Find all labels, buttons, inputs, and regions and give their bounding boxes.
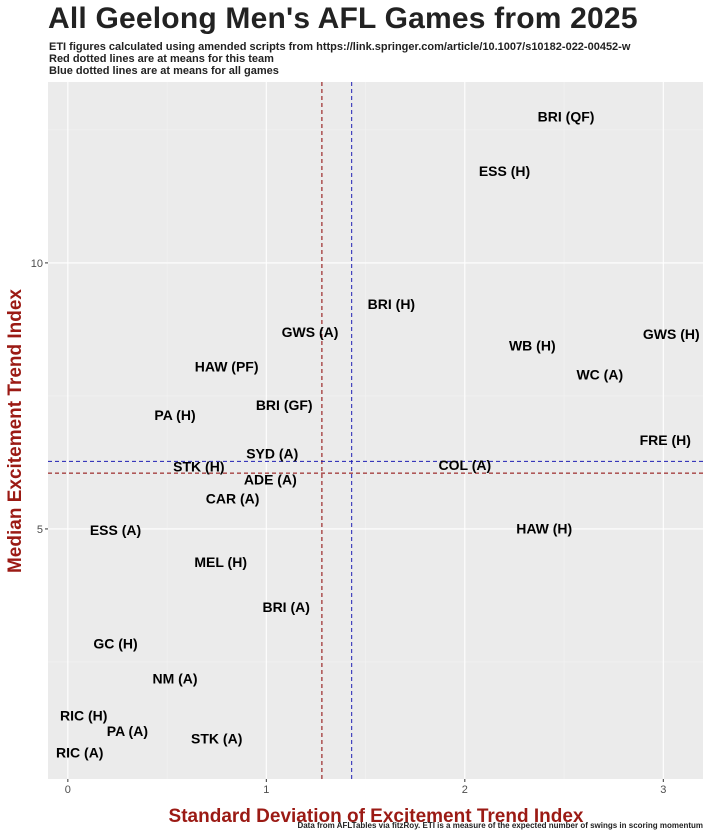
point-label[interactable]: WC (A) <box>576 367 623 383</box>
point-label[interactable]: BRI (A) <box>262 599 309 615</box>
point-label[interactable]: ESS (H) <box>479 163 530 179</box>
y-tick-label: 5 <box>37 524 43 536</box>
point-label[interactable]: PA (A) <box>107 723 148 739</box>
point-label[interactable]: WB (H) <box>509 337 556 353</box>
point-label[interactable]: BRI (H) <box>368 296 415 312</box>
point-label[interactable]: STK (A) <box>191 731 242 747</box>
point-label[interactable]: HAW (PF) <box>195 359 259 375</box>
data-caption: Data from AFLTables via fitzRoy. ETI is … <box>297 821 703 830</box>
y-axis-label: Median Excitement Trend Index <box>5 288 26 574</box>
x-tick-label: 0 <box>65 784 71 796</box>
subtitle-team-mean-note: Red dotted lines are at means for this t… <box>49 53 274 65</box>
point-label[interactable]: PA (H) <box>154 407 195 423</box>
x-axis-label: Standard Deviation of Excitement Trend I… <box>168 806 584 827</box>
point-label[interactable]: GWS (A) <box>282 324 339 340</box>
point-label[interactable]: ADE (A) <box>244 471 297 487</box>
point-label[interactable]: SYD (A) <box>246 445 298 461</box>
point-label[interactable]: RIC (A) <box>56 744 103 760</box>
point-label[interactable]: HAW (H) <box>516 520 572 536</box>
x-tick-label: 3 <box>660 784 666 796</box>
point-label[interactable]: MEL (H) <box>194 554 247 570</box>
point-label[interactable]: BRI (GF) <box>256 397 313 413</box>
point-label[interactable]: GWS (H) <box>643 326 700 342</box>
point-label[interactable]: CAR (A) <box>206 491 260 507</box>
subtitle-source: ETI figures calculated using amended scr… <box>49 41 631 53</box>
point-label[interactable]: GC (H) <box>93 635 137 651</box>
point-label[interactable]: ESS (A) <box>90 522 141 538</box>
point-label[interactable]: BRI (QF) <box>538 109 595 125</box>
x-tick-label: 2 <box>462 784 468 796</box>
point-label[interactable]: RIC (H) <box>60 708 107 724</box>
plot-panel <box>48 82 703 779</box>
subtitle-all-mean-note: Blue dotted lines are at means for all g… <box>49 65 279 77</box>
point-label[interactable]: COL (A) <box>439 457 492 473</box>
point-label[interactable]: STK (H) <box>173 459 224 475</box>
point-label[interactable]: FRE (H) <box>640 432 691 448</box>
x-tick-label: 1 <box>263 784 269 796</box>
point-label[interactable]: NM (A) <box>152 670 197 686</box>
y-tick-label: 10 <box>31 258 43 270</box>
chart-title: All Geelong Men's AFL Games from 2025 <box>48 2 638 35</box>
